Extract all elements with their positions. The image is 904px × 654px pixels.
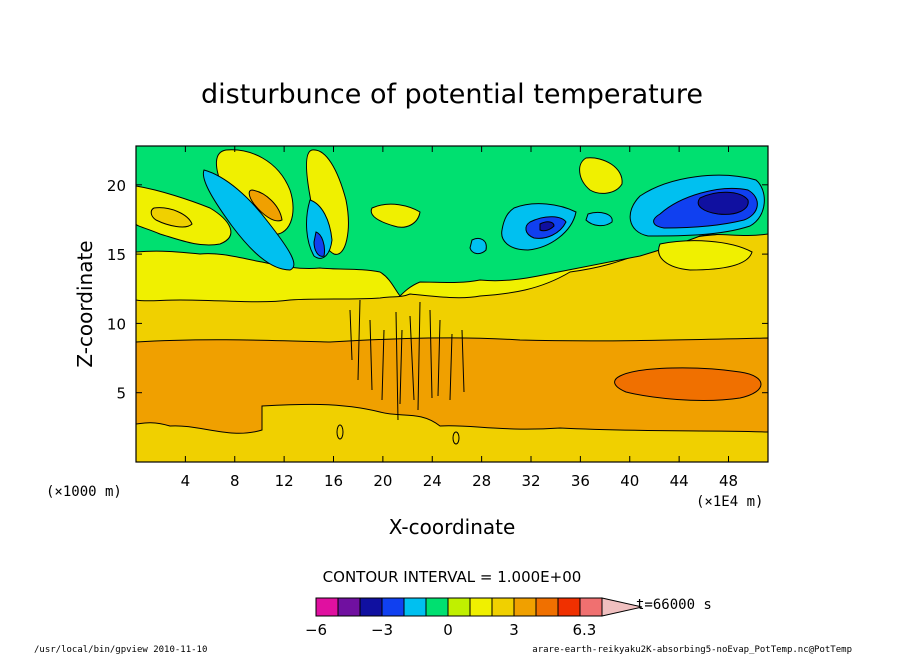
colorbar-cell (403, 597, 427, 617)
patch-top-mid (306, 149, 349, 255)
patch-center-top (370, 203, 421, 228)
colorbar-cell (425, 597, 449, 617)
navy-far-right (697, 191, 749, 215)
center-spikes (349, 299, 465, 421)
patch-top-left-core (248, 189, 283, 222)
x-tick-label: 16 (324, 472, 343, 490)
colorbar-tick-label: 3 (509, 621, 519, 639)
footer-right: arare-earth-reikyaku2K-absorbing5-noEvap… (532, 645, 852, 654)
colorbar-cell (359, 597, 383, 617)
cyan-center-left (306, 199, 333, 259)
x-tick-label: 40 (620, 472, 639, 490)
x-tick-label: 24 (423, 472, 442, 490)
x-tick-label: 8 (230, 472, 240, 490)
footer-left: /usr/local/bin/gpview 2010-11-10 (34, 645, 207, 654)
contour-band-3-4 (614, 367, 762, 401)
colorbar-cell (557, 597, 581, 617)
chart-title: disturbunce of potential temperature (201, 79, 703, 110)
y-axis-title: Z-coordinate (73, 240, 97, 367)
blue-center-left (313, 231, 325, 257)
colorbar-tick-label: −6 (305, 621, 327, 639)
x-tick-label: 28 (472, 472, 491, 490)
cyan-left (202, 169, 295, 271)
colorbar: −6 −3 0 3 6.3 (305, 597, 643, 639)
x-tick-label: 20 (373, 472, 392, 490)
cyan-right-small (585, 211, 613, 227)
colorbar-cell (491, 597, 515, 617)
colorbar-arrow (601, 597, 643, 617)
y-tick-label: 10 (107, 315, 126, 333)
x-unit-left: (×1000 m) (46, 484, 122, 500)
y-tick-label: 20 (107, 177, 126, 195)
navy-right-center (539, 221, 555, 232)
colorbar-cell (381, 597, 405, 617)
x-tick-label: 36 (571, 472, 590, 490)
colorbar-cell (469, 597, 493, 617)
contour-band-2-3 (135, 337, 769, 434)
colorbar-cell (579, 597, 603, 617)
colorbar-tick-label: −3 (371, 621, 393, 639)
plot-frame (135, 145, 769, 463)
patch-top-right (579, 157, 623, 194)
x-axis-title: X-coordinate (389, 515, 516, 539)
x-tick-label: 4 (181, 472, 191, 490)
y-tick-label: 5 (116, 385, 126, 403)
colorbar-tick-label: 6.3 (572, 621, 596, 639)
colorbar-cell (535, 597, 559, 617)
x-tick-label: 12 (275, 472, 294, 490)
x-tick-label: 44 (670, 472, 689, 490)
contour-interval-label: CONTOUR INTERVAL = 1.000E+00 (323, 568, 582, 586)
colorbar-cell (315, 597, 339, 617)
small-contour-2 (452, 431, 460, 445)
colorbar-cell (337, 597, 361, 617)
small-contour-1 (336, 424, 344, 440)
patch-right-bottom (658, 240, 753, 271)
y-tick-label: 15 (107, 246, 126, 264)
patch-left-core (150, 207, 193, 228)
colorbar-cell (513, 597, 537, 617)
x-tick-label: 32 (521, 472, 540, 490)
colorbar-tick-label: 0 (443, 621, 453, 639)
cyan-mid-right (469, 237, 487, 255)
time-label: t=66000 s (636, 597, 712, 613)
x-unit-right: (×1E4 m) (696, 494, 763, 510)
colorbar-cell (447, 597, 471, 617)
plot-area (135, 145, 769, 463)
x-tick-label: 48 (719, 472, 738, 490)
